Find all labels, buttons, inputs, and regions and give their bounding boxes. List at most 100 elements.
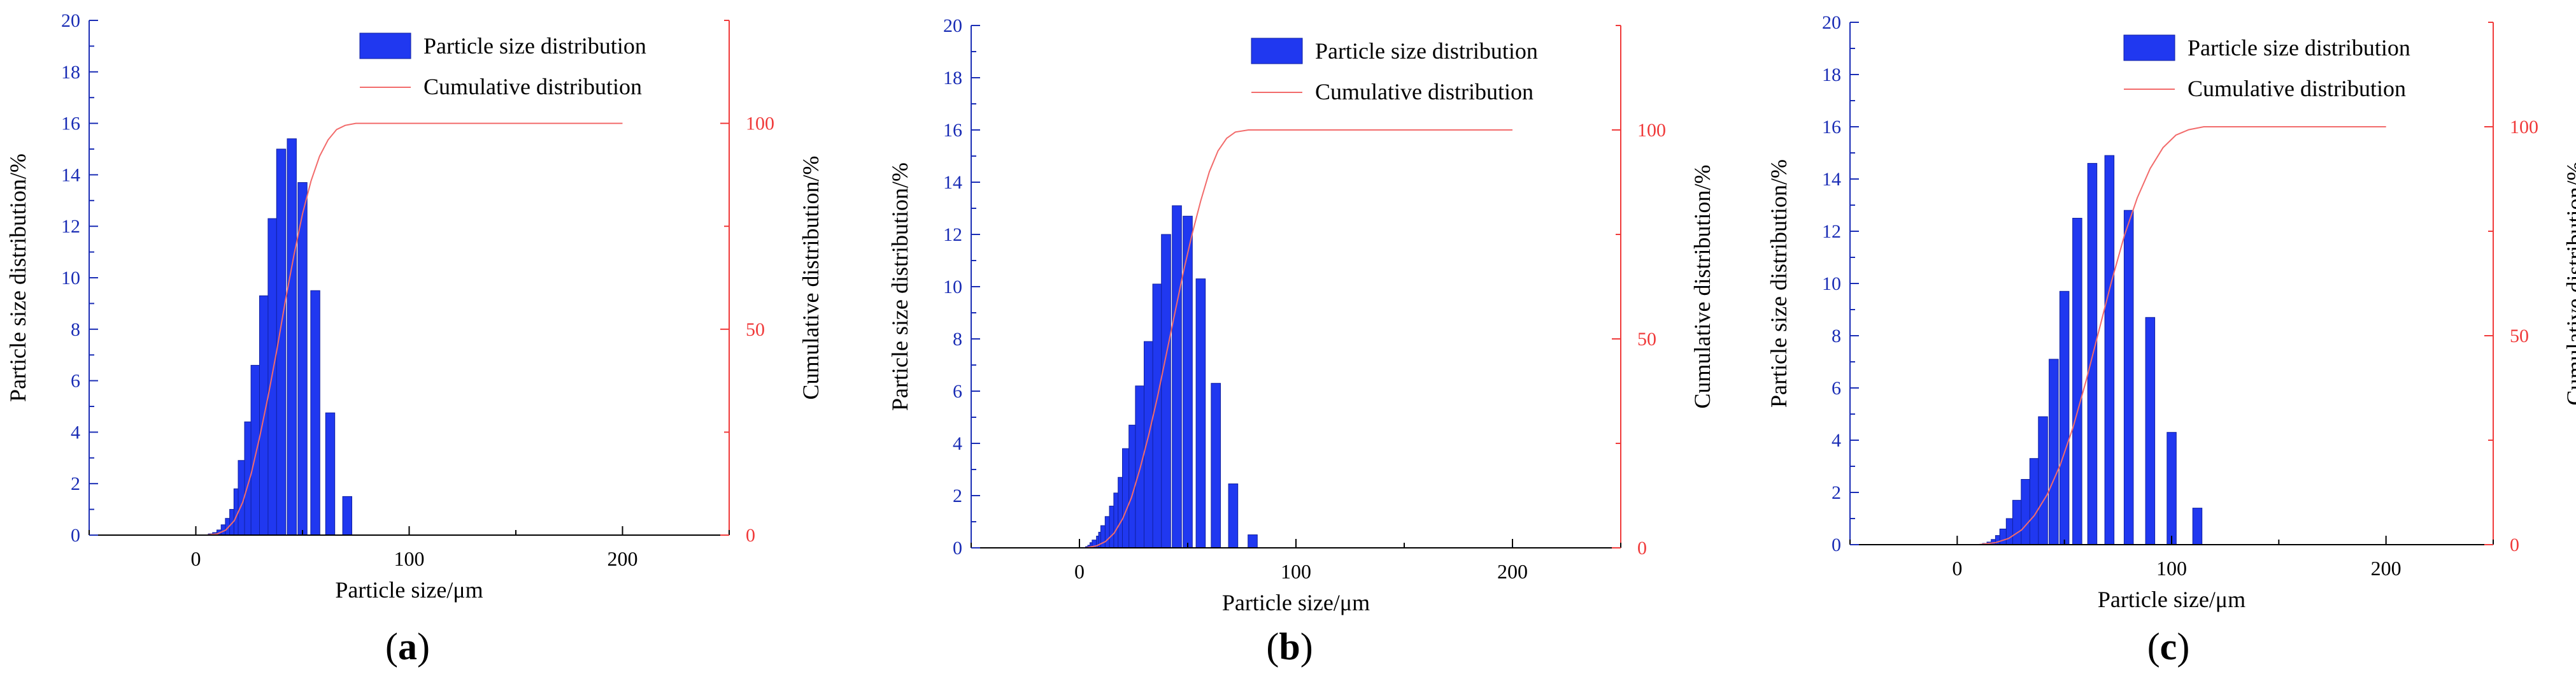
y-tick-label-left: 4 (71, 422, 80, 443)
y-tick-label-left: 0 (953, 538, 962, 559)
panel-letter: c (2160, 626, 2177, 668)
y-tick-label-left: 2 (71, 473, 80, 494)
y-tick-label-left: 4 (1832, 430, 1841, 451)
x-tick-label: 100 (394, 547, 425, 570)
panel-label-close: ) (1300, 626, 1313, 668)
bar (2038, 416, 2048, 545)
y-tick-label-right: 100 (1637, 120, 1666, 141)
x-tick-label: 200 (608, 547, 638, 570)
panel-label-open: ( (1266, 626, 1279, 668)
bar (250, 364, 261, 536)
y-tick-label-left: 0 (71, 525, 80, 546)
bar (2021, 479, 2031, 545)
x-tick-label: 100 (1281, 560, 1311, 583)
legend-bar-label: Particle size distribution (423, 33, 646, 59)
y-tick-label-left: 18 (1822, 64, 1841, 85)
y-tick-label-right: 100 (2510, 117, 2538, 138)
bar (2145, 317, 2156, 545)
bar (1152, 283, 1163, 548)
panel-label-open: ( (385, 626, 398, 668)
legend-bar-label: Particle size distribution (1315, 38, 1538, 64)
panel-label: (b) (1266, 626, 1313, 668)
y-tick-label-right: 0 (746, 525, 755, 546)
y-tick-label-left: 20 (943, 15, 962, 36)
y-tick-label-left: 6 (953, 381, 962, 402)
y-tick-label-left: 4 (953, 433, 962, 454)
y-axis-label-left: Particle size distribution/% (1766, 159, 1791, 408)
y-tick-label-left: 14 (943, 172, 962, 193)
x-axis-label: Particle size/μm (1222, 590, 1370, 615)
bar (2049, 359, 2059, 545)
panel-label: (c) (2147, 626, 2190, 668)
x-tick-label: 0 (1074, 560, 1085, 583)
bar (1144, 341, 1154, 548)
y-tick-label-right: 50 (1637, 329, 1656, 350)
legend-bar-swatch (1251, 38, 1303, 64)
y-axis-label-left: Particle size distribution/% (887, 162, 913, 411)
y-tick-label-left: 2 (1832, 482, 1841, 503)
y-tick-label-left: 2 (953, 485, 962, 506)
y-tick-label-left: 10 (61, 268, 80, 289)
y-tick-label-left: 8 (71, 319, 80, 340)
x-axis-label: Particle size/μm (335, 577, 483, 603)
legend-curve-label: Cumulative distribution (423, 74, 642, 99)
x-axis-label: Particle size/μm (2098, 587, 2245, 612)
bar (2123, 210, 2134, 545)
y-tick-label-left: 14 (1822, 169, 1841, 190)
y-axis-label-left: Particle size distribution/% (5, 154, 31, 402)
bar (1172, 205, 1182, 548)
panel-label: (a) (385, 626, 430, 668)
x-tick-label: 0 (1952, 557, 1962, 580)
y-tick-label-left: 0 (1832, 534, 1841, 555)
cumulative-curve (1086, 129, 1512, 548)
y-tick-label-left: 6 (71, 371, 80, 392)
y-tick-label-left: 10 (1822, 273, 1841, 294)
y-tick-label-left: 20 (61, 10, 80, 31)
legend-bar-swatch (2123, 34, 2175, 61)
y-tick-label-left: 8 (953, 329, 962, 350)
bar (325, 412, 336, 536)
y-tick-label-left: 14 (61, 164, 80, 185)
bar (1228, 484, 1239, 548)
y-tick-label-left: 12 (61, 216, 80, 237)
bar (287, 138, 297, 536)
cumulative-curve (1978, 126, 2386, 545)
y-tick-label-left: 12 (943, 224, 962, 245)
y-tick-label-left: 10 (943, 276, 962, 297)
y-tick-label-left: 16 (943, 120, 962, 141)
panel-label-close: ) (2177, 626, 2189, 668)
bar (1195, 278, 1206, 548)
cumulative-curve (206, 122, 623, 536)
y-tick-label-left: 12 (1822, 221, 1841, 242)
bar (2029, 458, 2040, 545)
x-tick-label: 100 (2156, 557, 2187, 580)
x-tick-label: 0 (191, 547, 201, 570)
bar (297, 182, 308, 536)
panel-label-close: ) (417, 626, 430, 668)
x-tick-label: 200 (1497, 560, 1528, 583)
bar (267, 218, 278, 536)
y-tick-label-right: 50 (746, 319, 765, 340)
legend-bar-label: Particle size distribution (2188, 35, 2410, 61)
panel-label-open: ( (2147, 626, 2160, 668)
y-axis-label-right: Cumulative distribution/% (1690, 165, 1715, 409)
bar (2104, 155, 2115, 545)
y-axis-label-right: Cumulative distribution/% (2562, 162, 2576, 406)
bar (1248, 534, 1258, 548)
y-tick-label-left: 20 (1822, 12, 1841, 33)
y-tick-label-left: 18 (943, 68, 962, 89)
y-tick-label-left: 6 (1832, 378, 1841, 399)
y-tick-label-right: 100 (746, 113, 774, 134)
bar (2167, 432, 2177, 545)
y-tick-label-right: 0 (1637, 538, 1647, 559)
bar (2059, 290, 2070, 545)
bar (2012, 499, 2023, 545)
bar (2072, 218, 2082, 545)
y-tick-label-right: 0 (2510, 534, 2519, 555)
panel-letter: b (1279, 626, 1300, 668)
panel-letter: a (398, 626, 417, 668)
y-tick-label-left: 16 (1822, 117, 1841, 138)
bar (2192, 508, 2203, 545)
